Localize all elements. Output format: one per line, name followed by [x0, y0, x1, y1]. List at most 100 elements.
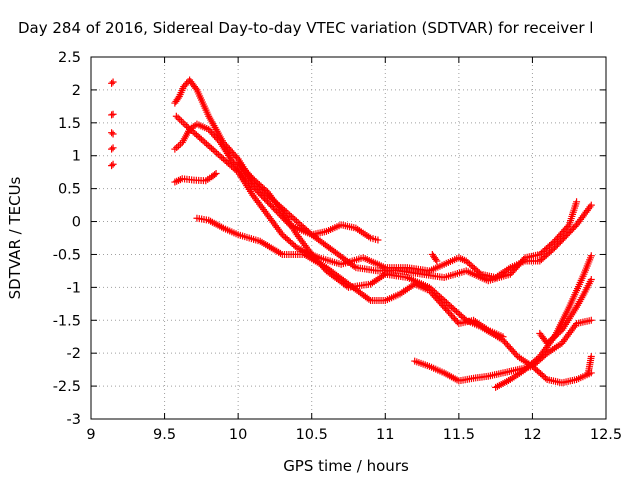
data-point-b	[202, 140, 210, 148]
data-point-b	[562, 232, 570, 240]
data-point-b	[549, 245, 557, 253]
x-tick-label: 12.5	[590, 427, 622, 443]
data-point-c	[267, 201, 275, 209]
y-tick-label: 1	[72, 149, 81, 165]
data-point-c	[271, 205, 279, 213]
data-point-f	[343, 282, 351, 290]
axis-ticks: 9 9.5 10 10.5 11 11.5 12 12.52.521.510.50-0.5-1…	[53, 50, 622, 443]
data-point-f	[461, 315, 469, 323]
y-tick-label: 1.5	[58, 116, 81, 132]
data-point-b	[551, 244, 558, 252]
data-point-f	[243, 168, 251, 176]
data-point-f	[318, 262, 326, 270]
data-point-e	[440, 303, 448, 311]
data-point-e	[448, 311, 455, 319]
data-point-b	[179, 119, 187, 127]
y-axis-label: SDTVAR / TECUs	[6, 176, 24, 299]
data-point-a	[551, 237, 558, 245]
data-point-f	[444, 300, 452, 308]
data-point-c	[206, 127, 214, 135]
data-point-e	[365, 295, 373, 303]
data-point-isolated	[109, 144, 117, 152]
data-point-c	[269, 204, 277, 212]
data-point-c	[212, 134, 220, 142]
data-point-a	[552, 236, 560, 244]
data-point-f	[315, 259, 323, 267]
data-point-b	[568, 225, 576, 233]
data-point-a	[233, 153, 241, 161]
data-point-c	[262, 196, 270, 204]
data-point-b	[181, 120, 189, 128]
data-point-f	[432, 289, 440, 297]
data-point-e	[443, 306, 451, 314]
data-point-i	[587, 275, 595, 283]
data-point-h	[587, 252, 595, 260]
data-point-f	[509, 348, 517, 356]
data-point-a	[549, 239, 557, 247]
data-point-f	[262, 186, 270, 194]
data-point-a	[555, 232, 563, 240]
data-point-f	[506, 344, 514, 352]
data-point-c	[242, 175, 249, 183]
data-point-a	[506, 270, 514, 278]
data-point-b	[565, 229, 573, 237]
data-points	[108, 76, 595, 391]
data-point-f	[239, 163, 247, 171]
data-point-b	[552, 242, 560, 250]
data-point-b	[567, 227, 575, 235]
data-point-a	[192, 84, 200, 92]
data-point-b	[206, 143, 214, 151]
data-point-f	[236, 160, 244, 168]
data-point-c	[211, 132, 219, 140]
data-point-a	[561, 226, 569, 234]
x-tick-label: 9	[86, 427, 95, 443]
data-point-a	[289, 214, 297, 222]
y-tick-label: 0.5	[58, 182, 81, 198]
data-point-c	[243, 176, 251, 184]
data-point-e	[452, 316, 460, 324]
data-point-f	[319, 264, 327, 272]
data-point-f	[242, 167, 249, 175]
x-tick-label: 10	[229, 427, 247, 443]
y-tick-label: 2	[72, 83, 81, 99]
data-point-e	[446, 310, 454, 318]
y-tick-label: 0	[72, 215, 81, 231]
data-point-c	[249, 182, 257, 190]
data-point-f	[505, 343, 513, 351]
data-point-e	[445, 308, 453, 316]
data-point-b	[172, 112, 180, 120]
data-point-b	[209, 146, 217, 154]
data-point-a	[292, 217, 300, 225]
data-point-b	[211, 147, 219, 155]
data-point-b	[291, 242, 299, 250]
data-point-b	[201, 138, 209, 146]
data-point-a	[228, 148, 236, 156]
data-point-a	[562, 224, 570, 232]
data-point-c	[205, 125, 213, 133]
data-point-f	[511, 349, 519, 357]
data-point-f	[439, 296, 447, 304]
plot-frame	[90, 56, 607, 420]
data-point-f	[237, 162, 245, 170]
data-point-e	[442, 305, 450, 313]
y-tick-label: -1.5	[53, 313, 81, 329]
data-point-a	[350, 262, 358, 270]
data-point-b	[216, 152, 224, 160]
data-point-b	[570, 224, 578, 232]
data-point-b	[556, 238, 564, 246]
data-point-f	[234, 158, 242, 166]
data-point-a	[287, 212, 295, 220]
data-point-f	[425, 283, 433, 291]
chart-title: Day 284 of 2016, Sidereal Day-to-day VTE…	[18, 19, 593, 37]
data-point-a	[558, 229, 566, 237]
data-point-f	[500, 338, 508, 346]
data-point-c	[253, 187, 261, 195]
data-point-k	[432, 255, 440, 263]
data-point-g	[587, 316, 595, 324]
data-point-a	[230, 150, 238, 158]
data-point-a	[231, 152, 239, 160]
data-point-a	[291, 216, 299, 224]
data-point-f	[508, 346, 516, 354]
data-point-a	[509, 267, 517, 275]
